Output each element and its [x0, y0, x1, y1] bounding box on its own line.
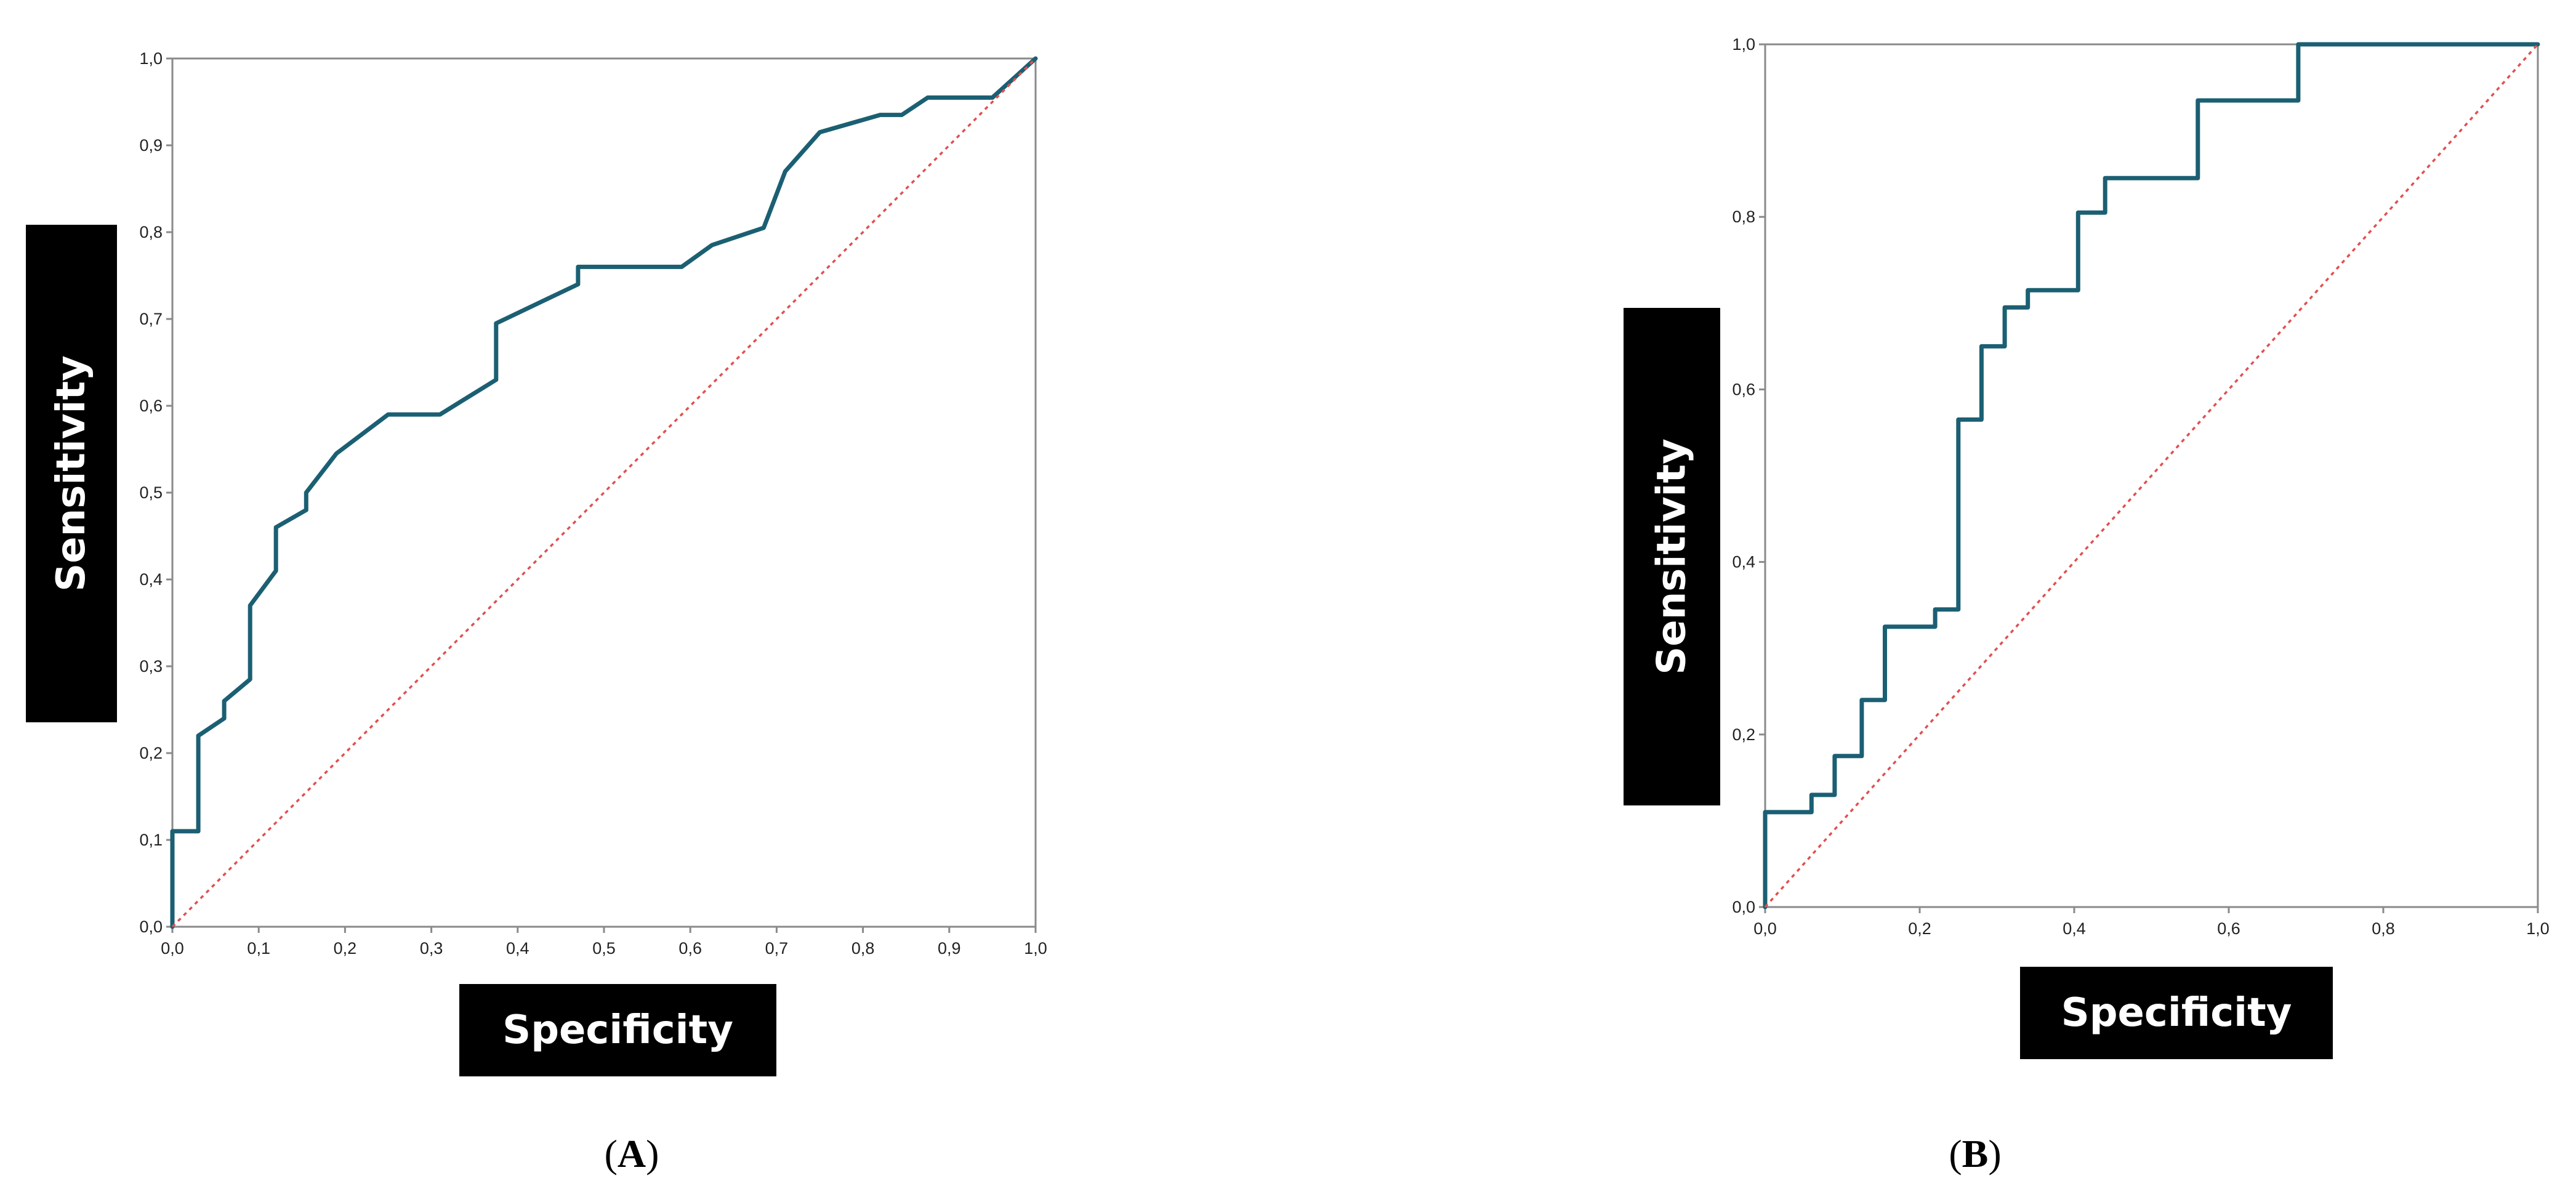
x-tick-label: 0,1 [247, 939, 270, 958]
x-tick-label: 0,4 [506, 939, 529, 958]
x-tick-label: 0,8 [851, 939, 875, 958]
y-tick-label: 0,4 [139, 570, 163, 589]
reference-line [1764, 43, 2539, 908]
y-tick-label: 0,6 [1732, 380, 1755, 398]
y-tick-label: 0,5 [139, 483, 163, 502]
x-tick-label: 0,2 [334, 939, 357, 958]
chart-panel-a: 0,0 0,1 0,2 0,3 0,4 0,5 0,6 0,7 0,8 0,9 1,0 0,0 0,1 0… [26, 49, 1047, 1176]
x-tick-label: 0,6 [678, 939, 702, 958]
y-axis-label: Sensitivity [49, 355, 94, 592]
chart-panel-b: 0,0 0,2 0,4 0,6 0,8 1,0 0,0 0,2 0,4 0,6 0,8 1,0 Sens… [1624, 35, 2550, 1176]
x-axis-label: Specificity [2061, 990, 2292, 1036]
y-tick-label: 1,0 [1732, 35, 1755, 54]
panel-label: (B) [1949, 1132, 2001, 1176]
x-axis-label: Specificity [502, 1007, 733, 1053]
x-tick-label: 0,2 [1908, 919, 1931, 938]
x-tick-label: 1,0 [1024, 939, 1047, 958]
x-tick-label: 0,8 [2372, 919, 2395, 938]
roc-curve [170, 56, 1038, 929]
x-axis-label-box [459, 984, 776, 1076]
x-tick-label: 0,4 [2063, 919, 2086, 938]
x-tick-label: 0,0 [1753, 919, 1777, 938]
x-tick-label: 0,5 [592, 939, 616, 958]
plot-frame [1764, 43, 2539, 908]
y-tick-label: 0,8 [1732, 208, 1755, 226]
roc-curve [1763, 42, 2540, 910]
y-tick-label: 0,2 [1732, 725, 1755, 744]
y-tick-label: 0,9 [139, 136, 163, 155]
y-tick-label: 0,0 [1732, 898, 1755, 916]
y-tick-label: 0,8 [139, 223, 163, 241]
y-tick-label: 0,0 [139, 918, 163, 936]
y-tick-label: 0,7 [139, 310, 163, 328]
x-tick-label: 0,7 [765, 939, 789, 958]
panel-label: (A) [605, 1132, 659, 1176]
y-tick-label: 1,0 [139, 49, 163, 68]
y-tick-label: 0,3 [139, 657, 163, 676]
x-tick-label: 0,6 [2217, 919, 2240, 938]
x-tick-label: 0,9 [938, 939, 961, 958]
x-tick-label: 0,0 [161, 939, 184, 958]
x-tick-label: 0,3 [420, 939, 443, 958]
x-tick-label: 1,0 [2526, 919, 2550, 938]
reference-line [171, 57, 1037, 928]
y-tick-label: 0,1 [139, 831, 163, 849]
y-axis-label: Sensitivity [1649, 438, 1695, 675]
y-axis-label-box [1624, 308, 1720, 805]
y-tick-label: 0,6 [139, 397, 163, 415]
x-axis-label-box [2020, 967, 2333, 1059]
y-tick-label: 0,4 [1732, 553, 1755, 571]
y-axis-label-box [26, 225, 117, 722]
y-tick-label: 0,2 [139, 744, 163, 762]
